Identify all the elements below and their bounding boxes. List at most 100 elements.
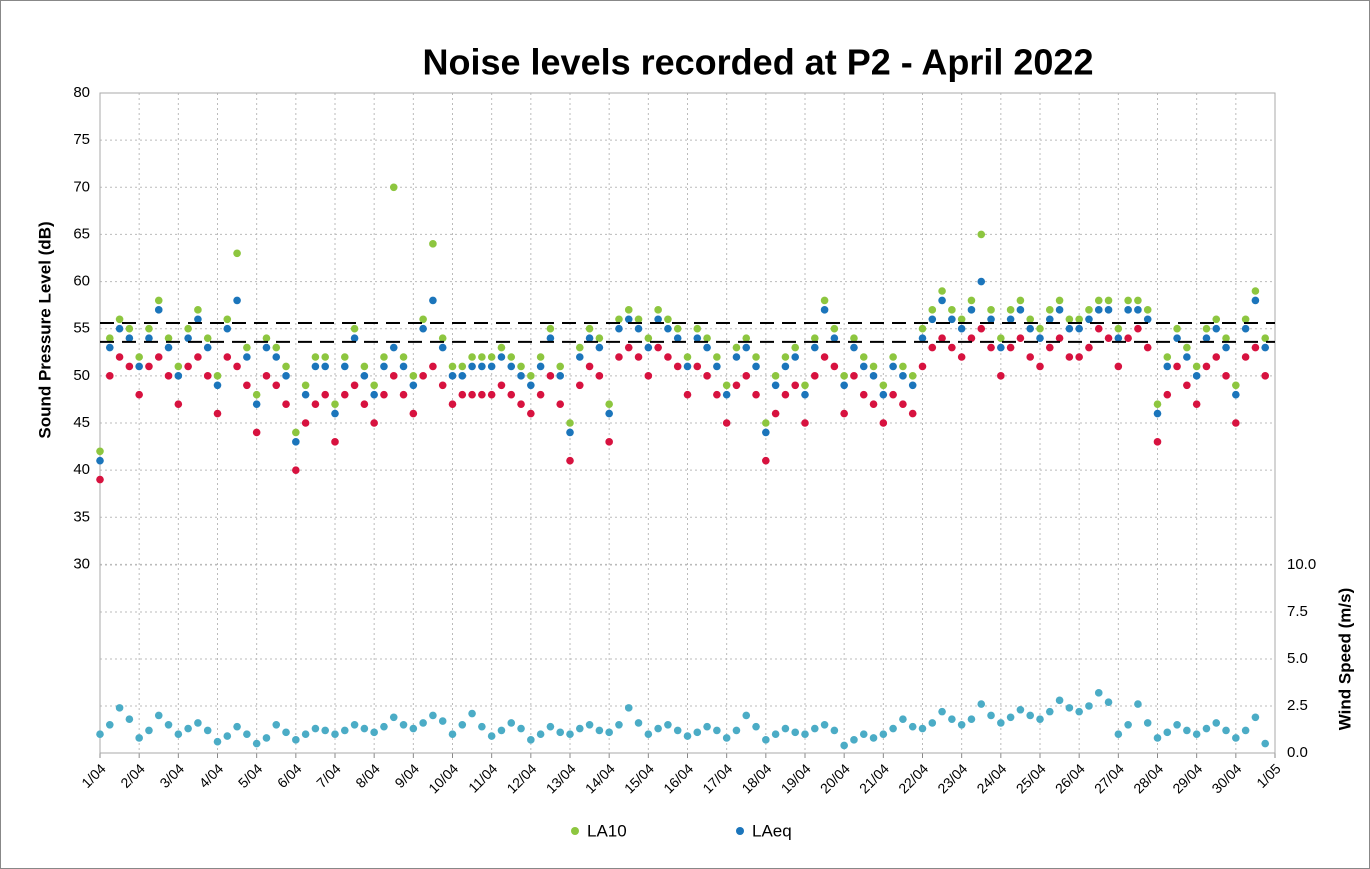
data-point: [987, 306, 995, 314]
data-point: [997, 719, 1005, 727]
data-point: [820, 306, 829, 314]
data-point: [762, 456, 770, 465]
data-point: [840, 372, 848, 380]
data-point: [957, 324, 966, 333]
data-point: [1153, 409, 1162, 418]
data-point: [1192, 400, 1201, 408]
data-point: [948, 343, 956, 352]
data-point: [115, 315, 124, 324]
data-point: [771, 372, 780, 380]
data-point: [1026, 711, 1035, 720]
data-point: [899, 362, 907, 371]
data-point: [546, 372, 555, 380]
data-point: [1114, 334, 1123, 342]
legend-marker: [571, 827, 579, 835]
data-point: [252, 390, 261, 399]
data-point: [145, 334, 153, 342]
data-point: [634, 315, 643, 324]
data-point: [1143, 315, 1152, 324]
data-point: [869, 372, 878, 380]
data-point: [1232, 734, 1240, 742]
data-point: [664, 720, 672, 729]
data-point: [1075, 707, 1083, 716]
data-point: [301, 730, 310, 738]
data-point: [1183, 353, 1191, 361]
data-point: [262, 734, 271, 742]
data-point: [556, 400, 565, 408]
data-point: [771, 409, 780, 418]
data-point: [164, 343, 173, 352]
data-point: [899, 400, 907, 408]
y2-axis-label: Wind Speed (m/s): [1335, 588, 1354, 730]
data-point: [928, 315, 937, 324]
data-point: [527, 736, 535, 744]
data-point: [389, 713, 398, 722]
data-point: [1055, 306, 1064, 314]
data-point: [184, 334, 192, 342]
data-point: [566, 428, 574, 437]
data-point: [115, 353, 124, 361]
data-point: [1173, 334, 1181, 342]
data-point: [223, 353, 232, 361]
data-point: [605, 400, 613, 408]
y-tick-label: 80: [73, 84, 90, 101]
data-point: [115, 704, 124, 712]
data-point: [360, 362, 369, 371]
data-point: [762, 419, 770, 427]
data-point: [536, 390, 545, 399]
data-point: [957, 315, 966, 324]
data-point: [624, 315, 633, 324]
data-point: [164, 372, 173, 380]
data-point: [409, 381, 418, 390]
data-point: [1094, 324, 1103, 333]
data-point: [184, 724, 192, 733]
data-point: [1016, 306, 1025, 314]
data-point: [438, 343, 447, 352]
data-point: [928, 306, 937, 314]
data-point: [1016, 334, 1025, 342]
data-point: [967, 334, 976, 342]
data-point: [859, 353, 868, 361]
data-point: [105, 372, 114, 380]
data-point: [644, 372, 653, 380]
data-point: [487, 732, 496, 740]
data-point: [742, 711, 751, 720]
data-point: [96, 447, 104, 456]
data-point: [301, 381, 310, 390]
data-point: [282, 728, 290, 737]
data-point: [350, 334, 359, 342]
data-point: [419, 372, 427, 380]
data-point: [566, 730, 574, 738]
data-point: [292, 466, 300, 474]
data-point: [1006, 343, 1015, 352]
data-point: [948, 306, 956, 314]
data-point: [96, 730, 104, 738]
data-point: [1134, 296, 1142, 305]
data-point: [977, 324, 986, 333]
data-point: [781, 362, 790, 371]
data-point: [654, 343, 662, 352]
data-point: [1094, 306, 1103, 314]
data-point: [243, 353, 251, 361]
data-point: [722, 381, 731, 390]
data-point: [1124, 720, 1132, 729]
data-point: [350, 720, 359, 729]
data-point: [585, 334, 594, 342]
data-point: [722, 419, 731, 427]
data-point: [223, 732, 232, 740]
data-point: [243, 381, 251, 390]
data-point: [830, 726, 839, 735]
data-point: [536, 353, 545, 361]
legend-marker: [736, 827, 744, 835]
data-point: [938, 296, 946, 305]
data-point: [164, 334, 173, 342]
data-point: [154, 353, 163, 361]
data-point: [1222, 343, 1230, 352]
data-point: [967, 715, 976, 723]
data-point: [115, 324, 124, 333]
data-point: [1173, 362, 1181, 371]
data-point: [380, 722, 388, 731]
data-point: [762, 428, 770, 437]
data-point: [977, 230, 986, 239]
data-point: [135, 353, 143, 361]
